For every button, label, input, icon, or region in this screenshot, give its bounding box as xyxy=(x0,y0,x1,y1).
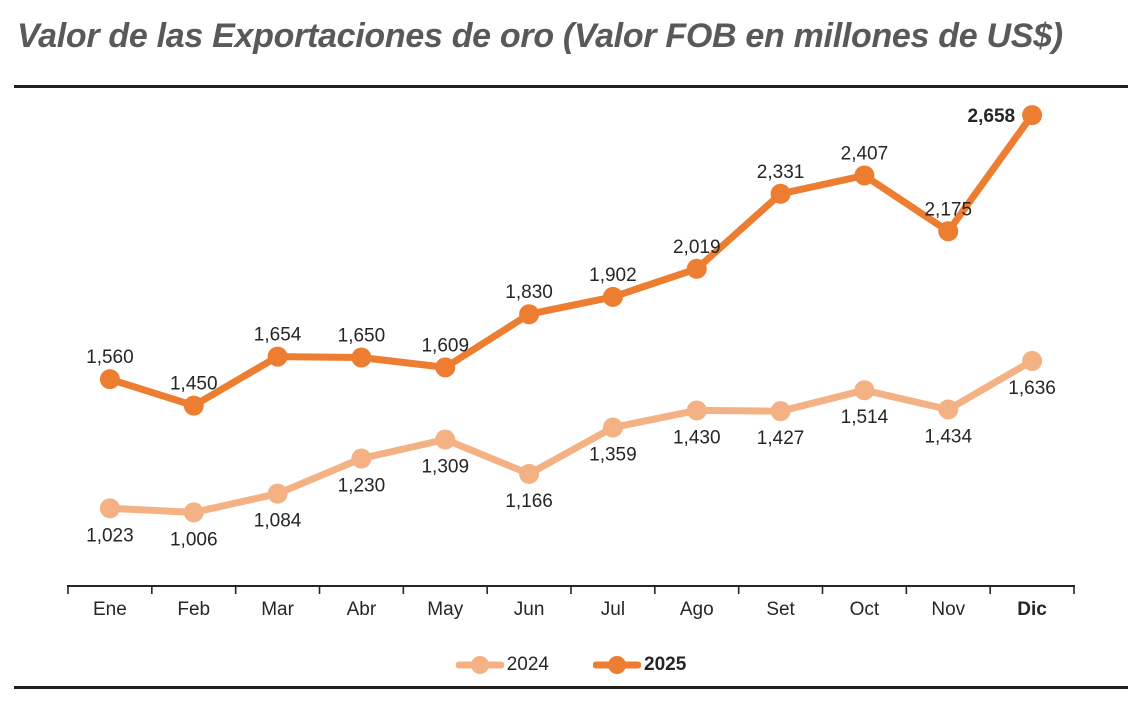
series-2025-point-Mar xyxy=(267,346,288,367)
series-2025-point-Dic xyxy=(1022,105,1043,126)
x-axis-label-May: May xyxy=(427,599,463,620)
data-label-2024-Mar: 1,084 xyxy=(254,511,302,532)
data-label-2025-Abr: 1,650 xyxy=(338,326,386,347)
data-label-2025-Set: 2,331 xyxy=(757,162,805,183)
data-label-2024-Jul: 1,359 xyxy=(589,445,637,466)
series-2025-point-Ene xyxy=(99,369,120,390)
x-axis-label-Abr: Abr xyxy=(347,599,377,620)
chart-legend: 2024 2025 xyxy=(0,644,1142,686)
bottom-divider xyxy=(14,686,1128,690)
x-axis-label-Nov: Nov xyxy=(931,599,965,620)
x-axis-label-Mar: Mar xyxy=(261,599,294,620)
x-axis-label-Set: Set xyxy=(766,599,795,620)
data-label-2025-May: 1,609 xyxy=(421,335,469,356)
x-axis-label-Oct: Oct xyxy=(850,599,880,620)
series-2024-point-Abr xyxy=(351,448,372,469)
data-label-2025-Ago: 2,019 xyxy=(673,237,721,258)
series-2025-point-Abr xyxy=(351,347,372,368)
x-axis-label-Dic: Dic xyxy=(1017,599,1047,620)
data-label-2024-Feb: 1,006 xyxy=(170,530,218,551)
series-2024-point-Ene xyxy=(99,498,120,519)
series-2025-point-Jun xyxy=(519,304,540,325)
series-2025-line xyxy=(106,111,1036,410)
series-2025-point-Oct xyxy=(854,165,875,186)
series-2025-point-May xyxy=(435,357,456,378)
series-2024-point-Jun xyxy=(519,464,540,485)
legend-label-2025: 2025 xyxy=(644,654,687,676)
series-2024-point-Set xyxy=(770,401,791,422)
data-label-2024-May: 1,309 xyxy=(421,457,469,478)
series-2025-point-Ago xyxy=(686,258,707,279)
page-title: Valor de las Exportaciones de oro (Valor… xyxy=(17,17,1063,55)
data-label-2024-Dic: 1,636 xyxy=(1008,378,1056,399)
data-label-2024-Oct: 1,514 xyxy=(841,407,889,428)
x-axis-label-Jun: Jun xyxy=(514,599,545,620)
data-label-2025-Ene: 1,560 xyxy=(86,347,134,368)
data-label-2025-Jul: 1,902 xyxy=(589,265,637,286)
data-label-2025-Dic: 2,658 xyxy=(968,106,1016,127)
gold-exports-line-chart: Ene Feb Mar Abr May Jun Jul Ago Set Oct Nov Dic 1,02… xyxy=(67,105,1075,620)
legend-item-2025: 2025 xyxy=(593,654,686,676)
x-axis-label-Feb: Feb xyxy=(177,599,210,620)
x-axis-label-Ago: Ago xyxy=(680,599,714,620)
legend-label-2024: 2024 xyxy=(506,654,549,676)
data-label-2024-Set: 1,427 xyxy=(757,428,805,449)
data-label-2024-Ene: 1,023 xyxy=(86,525,134,546)
series-2025-point-Feb xyxy=(183,395,204,416)
data-label-2025-Oct: 2,407 xyxy=(841,144,889,165)
legend-marker-2024 xyxy=(455,656,504,675)
series-2025-point-Set xyxy=(770,183,791,204)
series-2025-point-Jul xyxy=(602,287,623,308)
series-2024-point-Ago xyxy=(686,400,707,421)
data-label-2024-Jun: 1,166 xyxy=(505,491,553,512)
series-2024-point-Nov xyxy=(938,399,959,420)
series-2024-point-Dic xyxy=(1022,350,1043,371)
data-label-2024-Nov: 1,434 xyxy=(924,427,972,448)
series-2024-point-Mar xyxy=(267,483,288,504)
data-label-2025-Nov: 2,175 xyxy=(924,199,972,220)
legend-item-2024: 2024 xyxy=(455,654,549,676)
x-axis-label-Ene: Ene xyxy=(93,599,127,620)
x-axis-label-Jul: Jul xyxy=(601,599,625,620)
data-label-2024-Ago: 1,430 xyxy=(673,428,721,449)
data-label-2025-Mar: 1,654 xyxy=(254,325,302,346)
data-label-2025-Jun: 1,830 xyxy=(505,282,553,303)
data-label-2025-Feb: 1,450 xyxy=(170,374,218,395)
series-2024-point-Feb xyxy=(183,502,204,523)
legend-marker-2025 xyxy=(593,656,641,675)
series-2024-point-Jul xyxy=(602,417,623,438)
series-2024-line xyxy=(106,357,1036,516)
series-2025-point-Nov xyxy=(938,221,959,242)
title-divider xyxy=(14,85,1128,89)
series-2024-point-May xyxy=(435,429,456,450)
data-label-2024-Abr: 1,230 xyxy=(338,476,386,497)
series-2024-point-Oct xyxy=(854,380,875,401)
